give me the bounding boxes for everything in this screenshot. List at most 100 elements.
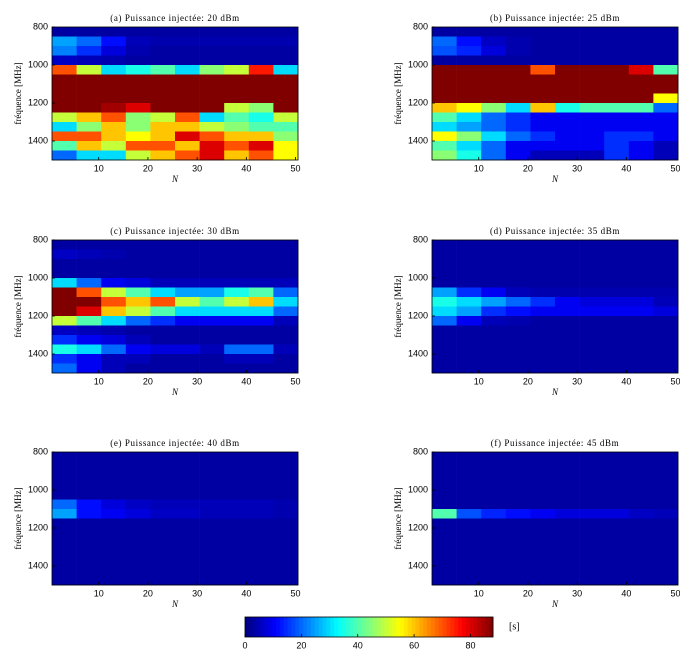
- heatmap-cell: [175, 490, 200, 500]
- heatmap-cell: [505, 141, 531, 151]
- heatmap-cell: [481, 84, 507, 94]
- heatmap-cell: [579, 122, 605, 132]
- colorbar-segment: [431, 617, 436, 637]
- colorbar-segment: [485, 617, 490, 637]
- heatmap-cell: [175, 55, 200, 66]
- heatmap-cell: [150, 452, 176, 462]
- heatmap-cell: [273, 74, 299, 85]
- heatmap-cell: [481, 306, 507, 317]
- heatmap-cell: [604, 112, 630, 123]
- heatmap-cell: [76, 268, 102, 279]
- heatmap-cell: [273, 240, 299, 250]
- heatmap-cell: [530, 122, 556, 132]
- heatmap-cell: [248, 306, 274, 317]
- heatmap-cell: [653, 36, 679, 47]
- heatmap-cell: [248, 518, 274, 529]
- y-tick-label: 1000: [28, 484, 48, 494]
- x-tick-label: 30: [572, 376, 582, 386]
- heatmap-cell: [175, 461, 200, 472]
- heatmap-cell: [224, 316, 250, 326]
- heatmap-cell: [101, 480, 127, 491]
- heatmap-cell: [175, 316, 200, 326]
- heatmap-cell: [273, 547, 299, 557]
- heatmap-cell: [101, 249, 127, 260]
- heatmap-cell: [481, 566, 507, 576]
- heatmap-cell: [76, 537, 102, 548]
- colorbar-segment: [481, 617, 486, 637]
- heatmap-cell: [199, 150, 225, 161]
- heatmap-cell: [125, 27, 151, 37]
- heatmap-cell: [456, 249, 482, 260]
- heatmap-cell: [432, 141, 457, 151]
- y-tick-label: 800: [413, 446, 428, 456]
- heatmap-cell: [628, 278, 654, 288]
- heatmap-cell: [199, 480, 225, 491]
- heatmap-cell: [432, 306, 457, 317]
- heatmap-cell: [505, 55, 531, 66]
- heatmap-cell: [52, 249, 77, 260]
- x-tick-label: 30: [192, 376, 202, 386]
- colorbar-segment: [392, 617, 397, 637]
- heatmap-cell: [604, 74, 630, 85]
- heatmap-cell: [248, 27, 274, 37]
- heatmap-cell: [555, 566, 580, 576]
- heatmap-cell: [432, 354, 457, 364]
- heatmap-cell: [432, 84, 457, 94]
- heatmap-cell: [432, 363, 457, 374]
- heatmap-cell: [273, 354, 299, 364]
- heatmap-cell: [101, 141, 127, 151]
- heatmap-cell: [101, 103, 127, 113]
- heatmap-cell: [432, 74, 457, 85]
- heatmap-cell: [555, 316, 580, 326]
- x-tick-label: 50: [291, 376, 301, 386]
- heatmap-cell: [653, 103, 679, 113]
- heatmap-cell: [175, 103, 200, 113]
- heatmap-cell: [530, 509, 556, 519]
- heatmap-cell: [101, 537, 127, 548]
- heatmap-cell: [273, 259, 299, 269]
- heatmap-cell: [248, 335, 274, 345]
- heatmap-cell: [628, 131, 654, 142]
- heatmap-cell: [125, 240, 151, 250]
- heatmap-cell: [175, 575, 200, 586]
- y-axis-label: fréquence [MHz]: [393, 275, 403, 337]
- heatmap-cell: [76, 461, 102, 472]
- heatmap-cell: [76, 240, 102, 250]
- heatmap-cell: [76, 490, 102, 500]
- heatmap-cell: [579, 249, 605, 260]
- heatmap-cell: [456, 240, 482, 250]
- colorbar-segment: [465, 617, 471, 637]
- heatmap-cell: [432, 518, 457, 529]
- heatmap-cell: [579, 471, 605, 481]
- heatmap-cell: [199, 93, 225, 104]
- heatmap-cell: [52, 547, 77, 557]
- heatmap-cell: [456, 344, 482, 355]
- heatmap-cell: [555, 240, 580, 250]
- heatmap-cell: [555, 112, 580, 123]
- heatmap-cell: [481, 556, 507, 567]
- colorbar-segment: [345, 617, 351, 637]
- heatmap-cell: [150, 490, 176, 500]
- heatmap-cell: [628, 335, 654, 345]
- heatmap-cell: [555, 537, 580, 548]
- heatmap-cell: [224, 575, 250, 586]
- heatmap-cell: [52, 354, 77, 364]
- heatmap-cell: [150, 499, 176, 510]
- heatmap-cell: [579, 547, 605, 557]
- heatmap-cell: [653, 93, 679, 104]
- heatmap-cell: [150, 46, 176, 56]
- heatmap-cell: [604, 325, 630, 336]
- heatmap-cell: [175, 259, 200, 269]
- heatmap-cell: [175, 240, 200, 250]
- heatmap-cell: [273, 344, 299, 355]
- heatmap-cell: [579, 65, 605, 75]
- heatmap-cell: [456, 268, 482, 279]
- heatmap-cell: [530, 575, 556, 586]
- heatmap-cell: [579, 74, 605, 85]
- heatmap-cell: [653, 249, 679, 260]
- heatmap-cell: [248, 354, 274, 364]
- heatmap-cell: [273, 490, 299, 500]
- heatmap-cell: [125, 490, 151, 500]
- colorbar-segment: [372, 617, 378, 637]
- heatmap-cell: [125, 325, 151, 336]
